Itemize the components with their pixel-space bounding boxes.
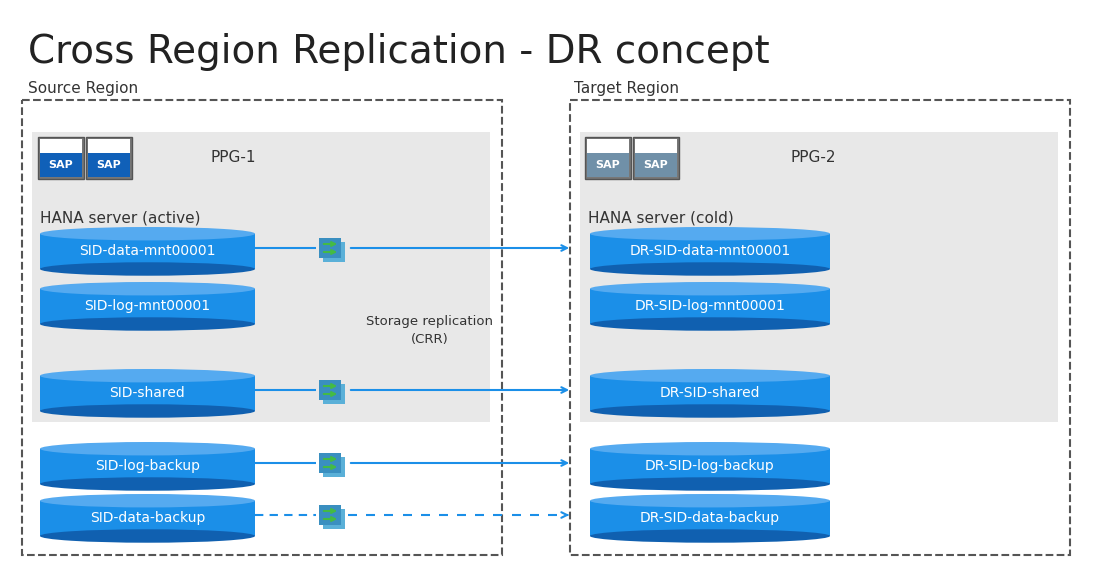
- Bar: [323, 509, 345, 529]
- Bar: [319, 453, 341, 473]
- Bar: [587, 139, 629, 177]
- Text: DR-SID-log-backup: DR-SID-log-backup: [646, 460, 775, 474]
- Text: HANA server (cold): HANA server (cold): [587, 210, 733, 225]
- Bar: [585, 137, 631, 179]
- Bar: [39, 501, 255, 536]
- Text: PPG-1: PPG-1: [210, 150, 255, 166]
- Bar: [85, 137, 132, 179]
- Bar: [587, 153, 629, 177]
- Bar: [39, 139, 82, 177]
- Bar: [635, 139, 677, 177]
- Ellipse shape: [39, 282, 255, 296]
- Bar: [590, 449, 830, 484]
- Bar: [633, 137, 680, 179]
- Text: HANA server (active): HANA server (active): [39, 210, 201, 225]
- Text: SAP: SAP: [643, 160, 669, 170]
- Bar: [88, 153, 130, 177]
- Bar: [635, 153, 677, 177]
- Ellipse shape: [39, 477, 255, 491]
- Text: DR-SID-shared: DR-SID-shared: [660, 386, 761, 400]
- Text: Cross Region Replication - DR concept: Cross Region Replication - DR concept: [28, 33, 769, 71]
- Text: SID-data-mnt00001: SID-data-mnt00001: [79, 245, 216, 259]
- Ellipse shape: [39, 317, 255, 331]
- Bar: [319, 238, 341, 258]
- Ellipse shape: [39, 369, 255, 382]
- Ellipse shape: [39, 404, 255, 418]
- Ellipse shape: [590, 477, 830, 491]
- Ellipse shape: [39, 442, 255, 456]
- Ellipse shape: [590, 227, 830, 241]
- Bar: [580, 132, 1058, 422]
- Text: PPG-2: PPG-2: [790, 150, 835, 166]
- Text: (CRR): (CRR): [411, 333, 449, 346]
- Ellipse shape: [39, 494, 255, 507]
- Bar: [323, 457, 345, 477]
- Bar: [590, 234, 830, 269]
- Text: DR-SID-data-mnt00001: DR-SID-data-mnt00001: [629, 245, 790, 259]
- Bar: [570, 100, 1070, 555]
- Bar: [590, 501, 830, 536]
- Text: Target Region: Target Region: [574, 81, 680, 96]
- Ellipse shape: [39, 262, 255, 276]
- Text: DR-SID-data-backup: DR-SID-data-backup: [640, 511, 780, 525]
- Text: SID-shared: SID-shared: [110, 386, 185, 400]
- Bar: [590, 289, 830, 324]
- Bar: [32, 132, 490, 422]
- Text: SAP: SAP: [96, 160, 122, 170]
- Text: Storage replication: Storage replication: [366, 315, 493, 328]
- Text: DR-SID-log-mnt00001: DR-SID-log-mnt00001: [635, 299, 786, 313]
- Ellipse shape: [590, 442, 830, 456]
- Text: SID-data-backup: SID-data-backup: [90, 511, 205, 525]
- Ellipse shape: [590, 317, 830, 331]
- Bar: [22, 100, 502, 555]
- Bar: [38, 137, 84, 179]
- Bar: [319, 380, 341, 400]
- Ellipse shape: [590, 494, 830, 507]
- Bar: [39, 289, 255, 324]
- Ellipse shape: [590, 404, 830, 418]
- Text: SID-log-backup: SID-log-backup: [95, 460, 199, 474]
- Ellipse shape: [590, 529, 830, 543]
- Bar: [39, 234, 255, 269]
- Text: Source Region: Source Region: [28, 81, 138, 96]
- Ellipse shape: [39, 227, 255, 241]
- Bar: [323, 384, 345, 404]
- Bar: [88, 139, 130, 177]
- Ellipse shape: [39, 529, 255, 543]
- Bar: [39, 376, 255, 411]
- Bar: [39, 153, 82, 177]
- Bar: [590, 376, 830, 411]
- Ellipse shape: [590, 262, 830, 276]
- Ellipse shape: [590, 369, 830, 382]
- Bar: [319, 505, 341, 525]
- Bar: [39, 449, 255, 484]
- Text: SAP: SAP: [595, 160, 620, 170]
- Text: SID-log-mnt00001: SID-log-mnt00001: [84, 299, 210, 313]
- Bar: [323, 242, 345, 262]
- Ellipse shape: [590, 282, 830, 296]
- Text: SAP: SAP: [48, 160, 73, 170]
